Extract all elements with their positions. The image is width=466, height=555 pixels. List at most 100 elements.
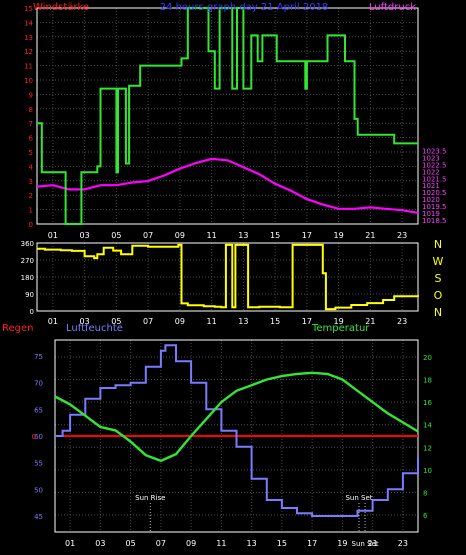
temperature-tick-label: 20 [423, 354, 432, 362]
x-tick-label: 17 [307, 539, 317, 548]
x-tick-label: 23 [398, 539, 408, 548]
x-tick-label: 01 [48, 317, 58, 326]
temperature-line [54, 371, 419, 463]
left-tick-label: 1 [29, 207, 33, 215]
x-tick-label: 03 [80, 231, 90, 240]
compass-label: N [434, 306, 442, 319]
x-tick-label: 13 [238, 317, 248, 326]
temperature-tick-label: 12 [423, 444, 432, 452]
left-tick-label: 0 [29, 221, 33, 229]
right-tick-label: 1018.5 [422, 217, 447, 225]
left-tick-label: 2 [29, 192, 33, 200]
compass-label: S [435, 272, 442, 285]
x-tick-label: 19 [334, 231, 344, 240]
right-axis-title: Luftdruck [369, 2, 416, 13]
x-tick-label: 11 [207, 231, 217, 240]
x-tick-label: 03 [95, 539, 105, 548]
left-tick-label: 4 [29, 163, 34, 171]
left-tick-label: 9 [29, 91, 33, 99]
left-tick-label: 13 [24, 34, 33, 42]
x-tick-label: 07 [143, 317, 153, 326]
x-tick-label: 15 [270, 231, 280, 240]
right-tick-label: 1023.5 [422, 148, 447, 156]
x-tick-label: 15 [270, 317, 280, 326]
direction-tick-label: 180 [21, 274, 34, 282]
temperature-tick-label: 14 [423, 422, 432, 430]
right-tick-label: 1020.5 [422, 189, 447, 197]
left-tick-label: 14 [24, 19, 33, 27]
x-tick-label: 19 [334, 317, 344, 326]
wind-direction-line [37, 243, 419, 311]
x-tick-label: 11 [216, 539, 226, 548]
x-tick-label: 09 [175, 231, 185, 240]
right-axis-title: Temperatur [311, 323, 370, 334]
rain-axis-title: Regen [2, 323, 34, 334]
plot-frame [36, 242, 419, 312]
wind-pressure-panel: 01 03 05 07 09 11 13 15 17 19 21 230123456789101112… [24, 2, 446, 240]
humidity-line [55, 344, 419, 517]
left-tick-label: 10 [24, 77, 33, 85]
x-tick-label: 15 [277, 539, 287, 548]
right-tick-label: 1020 [422, 196, 440, 204]
left-tick-label: 15 [24, 5, 33, 13]
right-tick-label: 1023 [422, 155, 440, 163]
left-tick-label: 3 [29, 178, 33, 186]
direction-tick-label: 90 [25, 291, 34, 299]
humidity-tick-label: 65 [34, 406, 43, 414]
humidity-tick-label: 45 [34, 513, 43, 521]
temperature-tick-label: 18 [423, 377, 432, 385]
left-tick-label: 12 [24, 48, 33, 56]
compass-label: N [434, 238, 442, 251]
x-tick-label: 23 [397, 231, 407, 240]
x-tick-label: 11 [207, 317, 217, 326]
x-tick-label: 23 [397, 317, 407, 326]
left-tick-label: 7 [29, 120, 33, 128]
x-tick-label: 13 [247, 539, 257, 548]
direction-tick-label: 0 [30, 308, 34, 316]
rain-tick-label: 0 [32, 433, 36, 441]
left-tick-label: 5 [29, 149, 33, 157]
x-tick-label: 17 [302, 317, 312, 326]
pressure-line [36, 157, 419, 214]
x-tick-label: 05 [111, 231, 121, 240]
humidity-temperature-panel: 01 03 05 07 09 11 13 15 17 19 21 23 45 50 55 60 65 70 75 6 8… [2, 323, 432, 548]
humidity-tick-label: 60 [34, 433, 43, 441]
x-tick-label: 19 [337, 539, 347, 548]
x-tick-label: 09 [186, 539, 196, 548]
x-tick-label: 21 [365, 317, 375, 326]
x-tick-label: 21 [365, 231, 375, 240]
x-tick-label: 01 [65, 539, 75, 548]
sun-annotation: Sun Set [352, 540, 379, 548]
x-tick-label: 13 [238, 231, 248, 240]
x-tick-label: 07 [156, 539, 166, 548]
compass-label: O [434, 289, 443, 302]
right-tick-label: 1022 [422, 168, 440, 176]
sun-annotation: Sun Rise [135, 494, 165, 502]
x-tick-label: 03 [80, 317, 90, 326]
right-tick-label: 1019.5 [422, 203, 447, 211]
temperature-tick-label: 8 [423, 489, 427, 497]
wind-speed-line [37, 7, 418, 225]
x-tick-label: 17 [302, 231, 312, 240]
compass-label: W [433, 255, 444, 268]
chart-title: 24 hours graph day 21 April 2018 [160, 2, 329, 13]
x-tick-label: 09 [175, 317, 185, 326]
x-tick-label: 05 [126, 539, 136, 548]
left-tick-label: 8 [29, 106, 33, 114]
left-tick-label: 11 [24, 63, 33, 71]
direction-tick-label: 360 [21, 240, 34, 248]
x-tick-label: 21 [368, 539, 378, 548]
left-axis-title: Luftfeuchte [66, 323, 123, 334]
humidity-tick-label: 50 [34, 486, 43, 494]
humidity-tick-label: 70 [34, 380, 43, 388]
left-axis-title: Windstärke [33, 2, 89, 13]
plot-frame [36, 7, 419, 225]
left-tick-label: 6 [29, 135, 34, 143]
humidity-tick-label: 55 [34, 460, 43, 468]
x-tick-label: 07 [143, 231, 153, 240]
right-tick-label: 1021 [422, 182, 440, 190]
right-tick-label: 1021.5 [422, 175, 447, 183]
humidity-tick-label: 75 [34, 353, 43, 361]
